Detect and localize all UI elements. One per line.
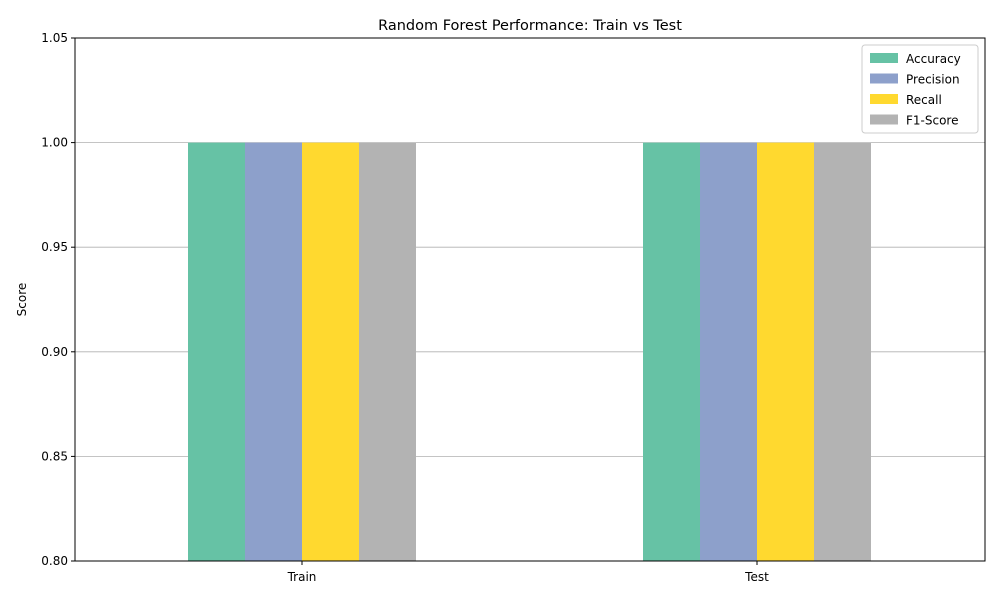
y-tick-label: 1.05	[41, 31, 68, 45]
legend-label: Precision	[906, 73, 960, 87]
legend-box	[861, 44, 979, 134]
bar-accuracy-train	[188, 142, 245, 561]
x-tick-label: Train	[287, 570, 317, 584]
bar-precision-train	[245, 142, 302, 561]
y-tick-label: 1.00	[41, 136, 68, 150]
y-axis-ticks: 0.80 0.85 0.90 0.95 1.00 1.05	[41, 31, 75, 568]
plot-frame	[74, 37, 986, 562]
legend-swatch	[870, 53, 898, 63]
y-tick-label: 0.80	[41, 554, 68, 568]
legend: Accuracy Precision Recall F1-Score	[861, 44, 979, 134]
x-axis-ticks: Train Test	[287, 561, 769, 584]
legend-label: Accuracy	[906, 52, 961, 66]
y-tick-label: 0.85	[41, 449, 68, 463]
y-axis-title: Score	[15, 283, 29, 317]
legend-swatch	[870, 94, 898, 104]
bar-f1-score-test	[814, 142, 871, 561]
y-tick-label: 0.95	[41, 240, 68, 254]
y-tick-label: 0.90	[41, 345, 68, 359]
bar-recall-test	[757, 142, 814, 561]
bar-recall-train	[302, 142, 359, 561]
bar-precision-test	[700, 142, 757, 561]
chart-title: Random Forest Performance: Train vs Test	[378, 18, 682, 34]
legend-label: Recall	[906, 93, 942, 107]
bars	[188, 142, 871, 561]
legend-swatch	[870, 73, 898, 84]
x-tick-label: Test	[744, 570, 769, 584]
bar-accuracy-test	[643, 142, 700, 561]
bar-f1-score-train	[359, 142, 416, 561]
legend-swatch	[870, 114, 898, 125]
legend-label: F1-Score	[906, 114, 958, 128]
